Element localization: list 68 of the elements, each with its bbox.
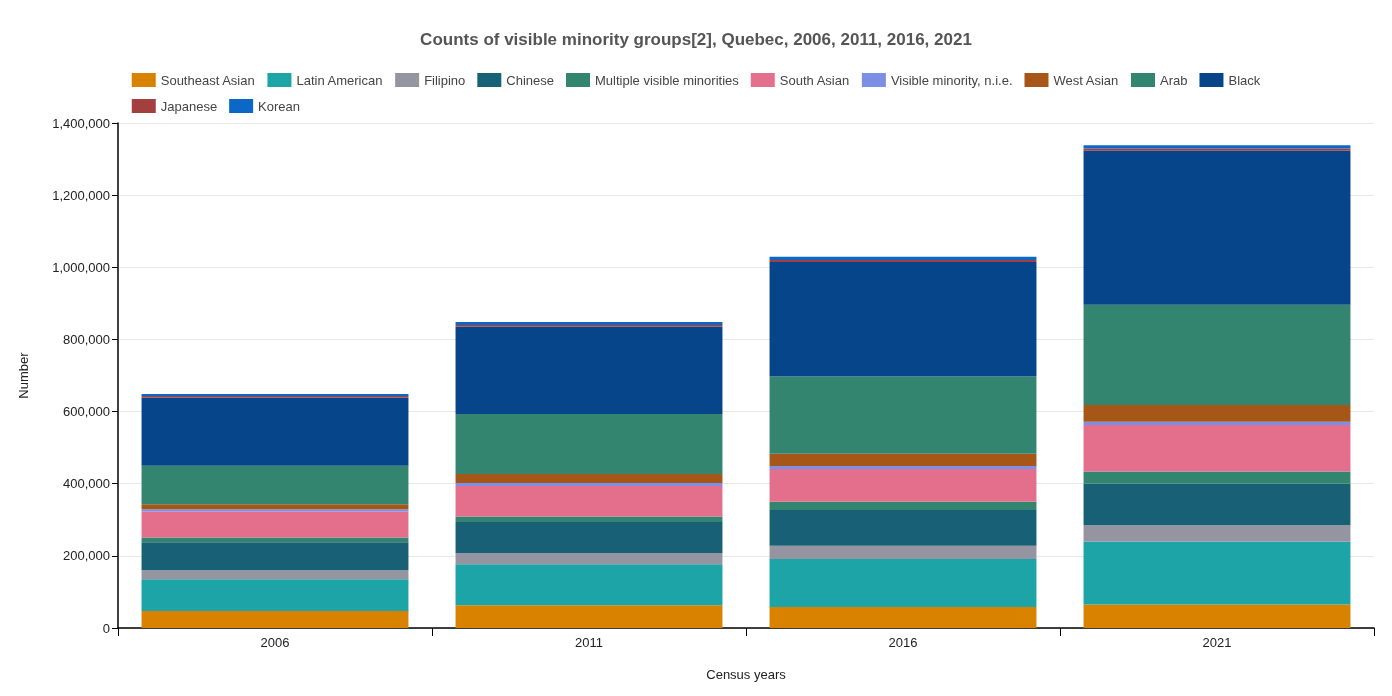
bar <box>141 611 409 628</box>
bar <box>1083 483 1351 526</box>
bar <box>455 414 723 474</box>
bar <box>455 564 723 606</box>
bar <box>1083 604 1351 628</box>
bar <box>455 326 723 415</box>
x-tick-label: 2006 <box>260 635 290 650</box>
chart-title: Counts of visible minority groups[2], Quebec, 2006, 2011, 2016, 2021 <box>420 30 972 49</box>
y-tick-label: 200,000 <box>63 548 110 564</box>
bar <box>455 482 723 486</box>
bar <box>455 521 723 553</box>
legend-label: Black <box>1228 72 1261 88</box>
bar <box>769 559 1037 608</box>
y-tick-label: 1,400,000 <box>52 115 110 131</box>
bar <box>1083 424 1351 472</box>
legend-label: Chinese <box>506 72 555 88</box>
legend-label: South Asian <box>779 72 850 88</box>
y-tick-label: 0 <box>102 620 110 636</box>
bar <box>769 453 1037 467</box>
bar <box>455 605 723 628</box>
bar <box>1083 471 1351 484</box>
bar <box>769 510 1037 546</box>
bar <box>769 545 1037 560</box>
bar <box>769 607 1037 628</box>
bar <box>769 501 1037 511</box>
bar <box>141 397 409 466</box>
y-axis-title: Number <box>16 351 31 399</box>
bar <box>141 537 409 543</box>
bar <box>1083 541 1351 605</box>
bar <box>769 466 1037 469</box>
bar <box>455 485 723 517</box>
bar <box>769 261 1037 377</box>
bar <box>141 509 409 512</box>
bar <box>141 511 409 538</box>
bar <box>769 376 1037 454</box>
x-tick-label: 2021 <box>1202 635 1232 650</box>
bar <box>769 468 1037 502</box>
legend-label: Filipino <box>424 72 466 88</box>
bar <box>1083 525 1351 542</box>
bar <box>141 465 409 505</box>
legend-label: Multiple visible minorities <box>595 72 740 88</box>
y-tick-label: 1,000,000 <box>52 259 110 275</box>
bar <box>141 542 409 571</box>
legend-label: Southeast Asian <box>160 72 255 88</box>
bar <box>141 570 409 580</box>
x-tick-label: 2016 <box>888 635 918 650</box>
x-axis-title: Census years <box>706 667 787 682</box>
y-tick-label: 1,200,000 <box>52 187 110 203</box>
y-tick-label: 600,000 <box>63 404 110 420</box>
bar <box>455 552 723 565</box>
bar <box>455 473 723 483</box>
y-tick-label: 400,000 <box>63 476 110 492</box>
y-tick-label: 800,000 <box>63 331 110 347</box>
bar <box>1083 421 1351 425</box>
legend-label: Arab <box>1160 72 1188 88</box>
legend-label: Japanese <box>160 98 218 114</box>
x-tick-label: 2011 <box>575 635 603 650</box>
bar <box>141 579 409 612</box>
bar <box>1083 150 1351 305</box>
bar <box>141 504 409 510</box>
bar <box>1083 304 1351 406</box>
legend-label: Korean <box>258 98 301 114</box>
bar <box>1083 405 1351 422</box>
bar <box>769 256 1037 261</box>
legend-label: Latin American <box>296 72 383 88</box>
legend-label: Visible minority, n.i.e. <box>890 72 1013 88</box>
bar <box>455 516 723 522</box>
legend-label: West Asian <box>1053 72 1119 88</box>
